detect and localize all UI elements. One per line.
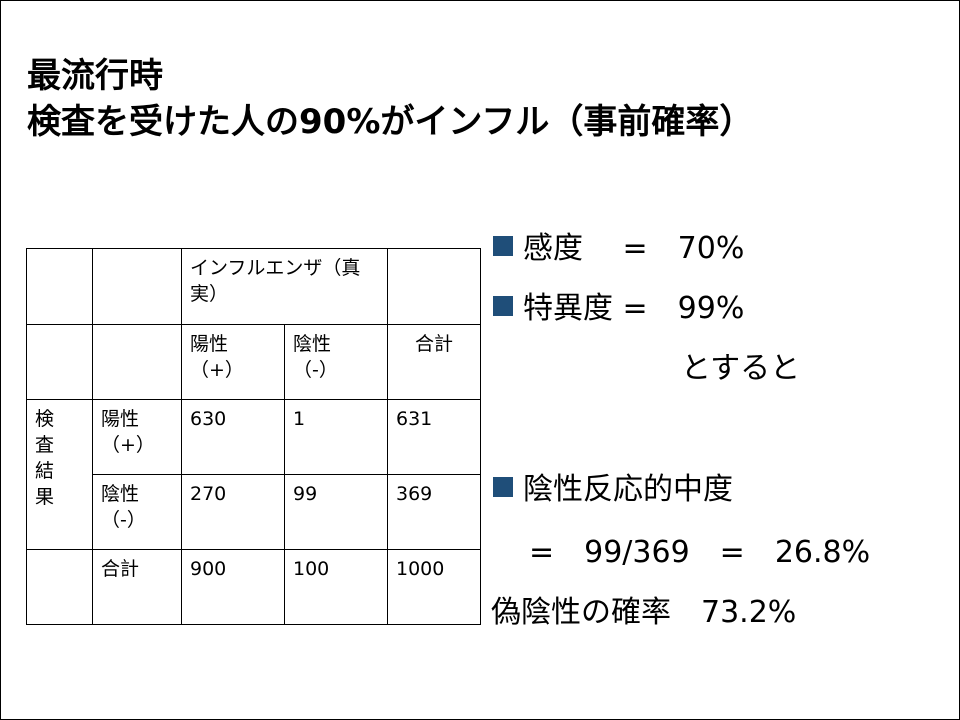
cell-false-positive: 1: [284, 399, 388, 475]
specificity-line: 特異度 = 99%: [493, 283, 744, 327]
empty-cell: [26, 248, 93, 325]
cell-false-negative: 270: [181, 474, 285, 550]
header-positive-sign: （+）: [190, 359, 244, 381]
slide-title: 最流行時 検査を受けた人の90%がインフル（事前確率）: [27, 53, 753, 145]
row-label-sign: （-）: [101, 509, 146, 531]
header-total: 合計: [387, 324, 481, 400]
row-group-char: 査: [35, 434, 55, 456]
npv-value: = 99/369 = 26.8%: [529, 535, 871, 570]
row-label-text: 陽性: [101, 408, 140, 430]
row-group-char: 結: [35, 460, 55, 482]
cell-true-negative: 99: [284, 474, 388, 550]
cell-true-positive: 630: [181, 399, 285, 475]
then-text: とすると: [681, 351, 801, 386]
cell-col-total-pos: 900: [181, 549, 285, 625]
empty-cell: [26, 549, 93, 625]
sensitivity-text: 感度 = 70%: [523, 231, 745, 266]
header-negative: 陰性 （-）: [284, 324, 388, 400]
title-line-2: 検査を受けた人の90%がインフル（事前確率）: [27, 102, 754, 142]
cell-row-total: 631: [387, 399, 481, 475]
table-row: 検 査 結 果 陽性 （+） 630 1 631: [26, 399, 481, 550]
npv-line: 陰性反応的中度: [493, 464, 733, 508]
empty-cell: [92, 248, 182, 325]
bullet-icon: [493, 477, 513, 497]
result-table: インフルエンザ（真実） 陽性 （+） 陰性 （-） 合計 検 査 結 果: [26, 248, 481, 625]
row-label-negative: 陰性 （-）: [92, 474, 182, 550]
cell-row-total: 369: [387, 474, 481, 550]
header-truth: インフルエンザ（真実）: [181, 248, 388, 325]
cell-col-total-neg: 100: [284, 549, 388, 625]
table-row: 陰性 （-） 270 99 369: [27, 474, 481, 550]
bullet-icon: [493, 296, 513, 316]
table-total-row: 合計 900 100 1000: [26, 549, 481, 625]
row-group-char: 検: [35, 408, 55, 430]
header-negative-label: 陰性: [293, 333, 332, 355]
row-group-char: 果: [35, 486, 55, 508]
npv-label: 陰性反応的中度: [523, 472, 733, 507]
specificity-text: 特異度 = 99%: [523, 291, 745, 326]
empty-cell: [387, 248, 481, 325]
total-row-label: 合計: [92, 549, 182, 625]
header-positive-label: 陽性: [190, 333, 229, 355]
cell-grand-total: 1000: [387, 549, 481, 625]
header-positive: 陽性 （+）: [181, 324, 285, 400]
row-group-label: 検 査 結 果: [26, 399, 93, 550]
header-negative-sign: （-）: [293, 359, 338, 381]
bullet-icon: [493, 236, 513, 256]
empty-cell: [26, 324, 93, 400]
title-line-1: 最流行時: [27, 56, 163, 96]
row-label-positive: 陽性 （+）: [92, 399, 182, 475]
table-subheader-row: 陽性 （+） 陰性 （-） 合計: [26, 324, 481, 400]
empty-cell: [92, 324, 182, 400]
table-header-row: インフルエンザ（真実）: [26, 248, 481, 325]
sensitivity-line: 感度 = 70%: [493, 223, 744, 267]
false-negative-line: 偽陰性の確率 73.2%: [491, 595, 797, 630]
row-label-text: 陰性: [101, 483, 140, 505]
row-label-sign: （+）: [101, 434, 155, 456]
